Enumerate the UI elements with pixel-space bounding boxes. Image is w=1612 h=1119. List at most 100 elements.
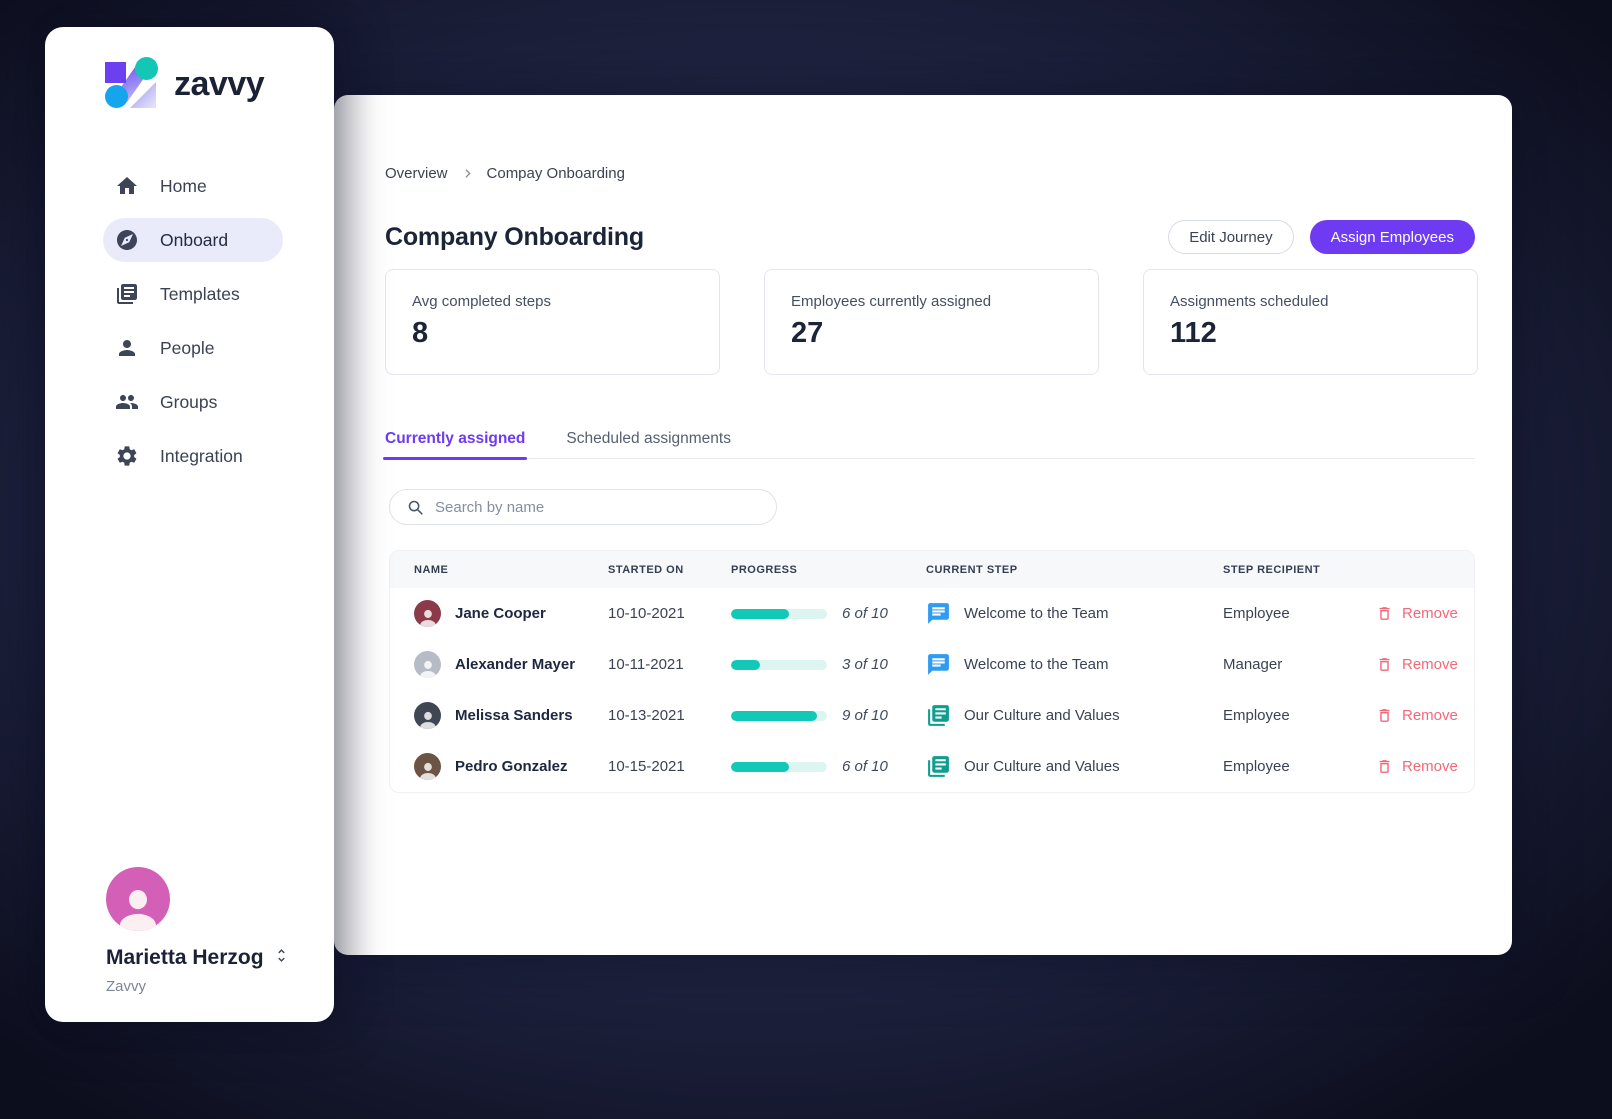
tab-bar: Currently assigned Scheduled assignments xyxy=(382,419,1475,460)
sidebar-item-label: Groups xyxy=(160,391,218,412)
chat-icon xyxy=(926,601,951,626)
sidebar-item-label: Templates xyxy=(160,283,240,304)
sidebar: zavvy Home Onboard Tem xyxy=(45,27,334,1022)
stat-card-assignments-scheduled: Assignments scheduled 112 xyxy=(1143,269,1478,375)
templates-icon xyxy=(115,282,139,306)
gear-icon xyxy=(115,444,139,468)
step-recipient: Employee xyxy=(1223,758,1290,775)
search-icon xyxy=(407,499,424,516)
table-row: Melissa Sanders 10-13-2021 9 of 10 Our C… xyxy=(390,690,1474,741)
progress-bar xyxy=(731,761,827,772)
employee-name: Alexander Mayer xyxy=(455,656,576,673)
avatar xyxy=(414,702,441,729)
started-on-date: 10-15-2021 xyxy=(608,758,685,775)
profile-switcher[interactable]: Marietta Herzog xyxy=(106,946,290,970)
avatar xyxy=(414,651,441,678)
profile-company: Zavvy xyxy=(106,978,147,995)
assign-employees-button[interactable]: Assign Employees xyxy=(1309,220,1475,254)
progress-label: 6 of 10 xyxy=(842,605,888,622)
column-header-started-on: STARTED ON xyxy=(608,563,684,576)
main-panel: Overview Compay Onboarding Company Onboa… xyxy=(334,95,1512,955)
sidebar-item-label: Integration xyxy=(160,445,243,466)
stat-card-avg-completed-steps: Avg completed steps 8 xyxy=(385,269,720,375)
sidebar-item-groups[interactable]: Groups xyxy=(45,375,334,429)
breadcrumb: Overview Compay Onboarding xyxy=(385,165,625,182)
started-on-date: 10-11-2021 xyxy=(608,656,684,673)
progress-label: 9 of 10 xyxy=(842,707,888,724)
table-header-row: NAME STARTED ON PROGRESS CURRENT STEP ST… xyxy=(390,551,1474,588)
remove-label: Remove xyxy=(1402,758,1458,775)
brand-logo: zavvy xyxy=(105,57,265,111)
progress-bar xyxy=(731,608,827,619)
current-step-label: Our Culture and Values xyxy=(964,707,1120,724)
trash-icon xyxy=(1376,656,1393,673)
unfold-more-icon xyxy=(273,947,290,969)
breadcrumb-current: Compay Onboarding xyxy=(486,165,625,182)
remove-button[interactable]: Remove xyxy=(1376,605,1474,622)
current-step-label: Welcome to the Team xyxy=(964,656,1109,673)
sidebar-item-onboard[interactable]: Onboard xyxy=(45,213,334,267)
step-recipient: Manager xyxy=(1223,656,1283,673)
stats-row: Avg completed steps 8 Employees currentl… xyxy=(385,269,1478,375)
avatar xyxy=(414,753,441,780)
search-box xyxy=(389,489,777,525)
sidebar-nav: Home Onboard Templates xyxy=(45,159,334,483)
tab-currently-assigned[interactable]: Currently assigned xyxy=(382,419,528,460)
assignments-table: NAME STARTED ON PROGRESS CURRENT STEP ST… xyxy=(389,550,1475,793)
current-step-label: Welcome to the Team xyxy=(964,605,1109,622)
column-header-current-step: CURRENT STEP xyxy=(926,563,1018,576)
document-stack-icon xyxy=(926,703,951,728)
stat-label: Assignments scheduled xyxy=(1170,293,1329,310)
stat-value: 27 xyxy=(791,317,824,349)
step-recipient: Employee xyxy=(1223,707,1290,724)
step-recipient: Employee xyxy=(1223,605,1290,622)
page-title: Company Onboarding xyxy=(385,222,644,251)
table-row: Jane Cooper 10-10-2021 6 of 10 Welcome t… xyxy=(390,588,1474,639)
stat-label: Employees currently assigned xyxy=(791,293,992,310)
remove-label: Remove xyxy=(1402,656,1458,673)
column-header-step-recipient: STEP RECIPIENT xyxy=(1223,563,1321,576)
profile-avatar[interactable] xyxy=(106,867,170,931)
stat-value: 112 xyxy=(1170,317,1217,349)
table-row: Pedro Gonzalez 10-15-2021 6 of 10 Our Cu… xyxy=(390,741,1474,792)
progress-label: 6 of 10 xyxy=(842,758,888,775)
progress-bar xyxy=(731,659,827,670)
stat-label: Avg completed steps xyxy=(412,293,551,310)
remove-button[interactable]: Remove xyxy=(1376,707,1474,724)
edit-journey-button[interactable]: Edit Journey xyxy=(1168,220,1294,254)
remove-label: Remove xyxy=(1402,707,1458,724)
sidebar-item-integration[interactable]: Integration xyxy=(45,429,334,483)
zavvy-logo-icon xyxy=(105,57,159,111)
table-row: Alexander Mayer 10-11-2021 3 of 10 Welco… xyxy=(390,639,1474,690)
compass-icon xyxy=(115,228,139,252)
tab-scheduled-assignments[interactable]: Scheduled assignments xyxy=(566,429,731,447)
remove-button[interactable]: Remove xyxy=(1376,758,1474,775)
remove-label: Remove xyxy=(1402,605,1458,622)
employee-name: Pedro Gonzalez xyxy=(455,758,568,775)
trash-icon xyxy=(1376,605,1393,622)
chevron-right-icon xyxy=(461,167,474,180)
search-input[interactable] xyxy=(435,498,759,516)
sidebar-item-templates[interactable]: Templates xyxy=(45,267,334,321)
employee-name: Melissa Sanders xyxy=(455,707,573,724)
sidebar-item-label: People xyxy=(160,337,215,358)
current-step-label: Our Culture and Values xyxy=(964,758,1120,775)
column-header-progress: PROGRESS xyxy=(731,563,798,576)
chat-icon xyxy=(926,652,951,677)
sidebar-item-label: Home xyxy=(160,175,207,196)
sidebar-item-label: Onboard xyxy=(160,229,229,250)
document-stack-icon xyxy=(926,754,951,779)
remove-button[interactable]: Remove xyxy=(1376,656,1474,673)
employee-name: Jane Cooper xyxy=(455,605,546,622)
home-icon xyxy=(115,174,139,198)
started-on-date: 10-10-2021 xyxy=(608,605,685,622)
sidebar-item-people[interactable]: People xyxy=(45,321,334,375)
sidebar-item-home[interactable]: Home xyxy=(45,159,334,213)
progress-label: 3 of 10 xyxy=(842,656,888,673)
stat-card-employees-assigned: Employees currently assigned 27 xyxy=(764,269,1099,375)
groups-icon xyxy=(115,390,139,414)
brand-name: zavvy xyxy=(174,64,265,103)
breadcrumb-overview[interactable]: Overview xyxy=(385,165,448,182)
started-on-date: 10-13-2021 xyxy=(608,707,685,724)
progress-bar xyxy=(731,710,827,721)
